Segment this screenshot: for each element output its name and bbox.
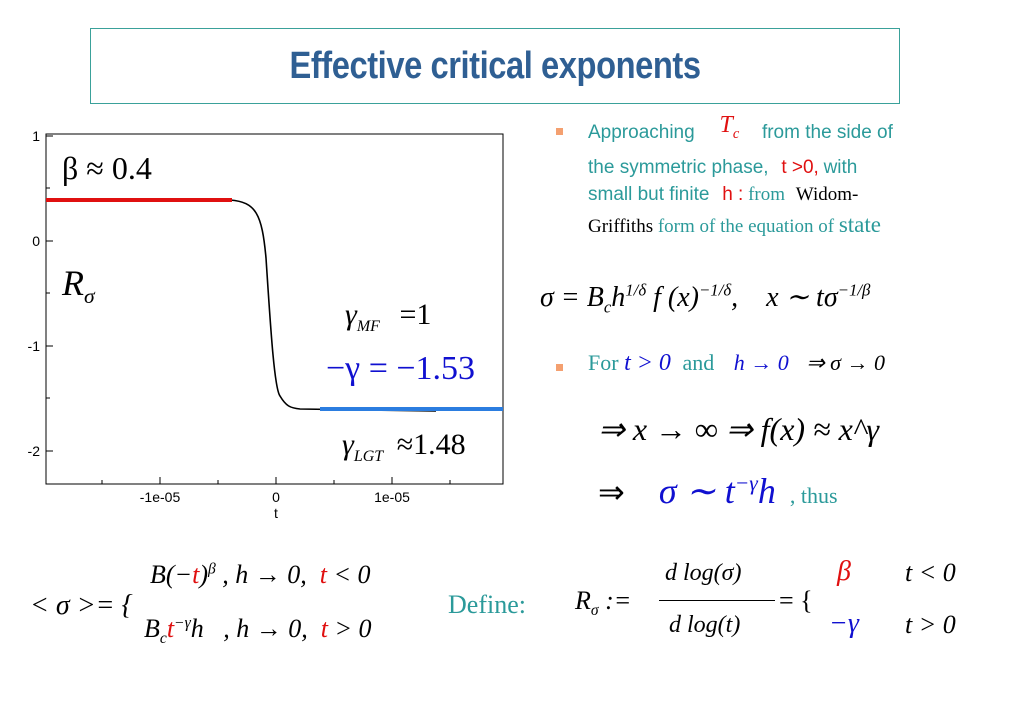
neg-gamma-label: −γ = −1.53 [326, 350, 476, 387]
plot: 1 0 -1 -2 -1e-05 0 1e-05 t [28, 128, 504, 521]
y-tick-label: -2 [28, 443, 41, 459]
r-label: R [62, 263, 84, 303]
limit-equation-1: ⇒ x → ∞ ⇒ f(x) ≈ x^γ [598, 411, 879, 447]
plot-frame [45, 133, 504, 485]
gamma-lgt-sub: LGT [353, 448, 384, 465]
define-label: Define: [448, 590, 526, 619]
y-tick-label: -1 [28, 338, 41, 354]
r-sub: σ [84, 284, 95, 309]
h-to-0: h → 0 [733, 350, 789, 375]
x-axis-label: t [274, 505, 278, 521]
x-tick-label: 1e-05 [374, 489, 410, 505]
r-sigma-definition: Rσ := d log(σ) d log(t) = { β t < 0 −γ t… [575, 556, 956, 639]
gamma-lgt-label: γLGT ≈1.48 [342, 428, 466, 466]
bullet-1-line-4: Griffiths form of the equation of state [588, 211, 881, 237]
bullet-1: Approaching Tc from the side of the symm… [588, 112, 1008, 240]
approaching-text: Approaching [588, 122, 695, 143]
r-sigma-curve [46, 199, 437, 412]
thus-text: , thus [789, 483, 838, 508]
beta-label: β ≈ 0.4 [62, 150, 152, 186]
t-condition: t >0, [781, 156, 819, 178]
y-tick-label: 1 [32, 128, 40, 144]
gamma-mf-lhs: γ [345, 298, 357, 331]
tc-symbol: Tc [719, 112, 740, 142]
bullet-2: For t > 0 and h → 0 ⇒ σ → 0 [588, 350, 885, 376]
sigma-to-0: ⇒ σ → 0 [806, 350, 885, 375]
gamma-mf-rhs: =1 [399, 298, 432, 331]
x-tick-label: 0 [272, 489, 280, 505]
h-condition: h : [722, 183, 744, 205]
gamma-mf-sub: MF [356, 318, 380, 335]
gamma-lgt-lhs: γ [342, 428, 354, 461]
sigma-piecewise: < σ >= { B(−t)β , h → 0, t < 0 Bct−γh , … [30, 560, 372, 648]
gamma-mf-label: γMF =1 [345, 298, 431, 336]
bullet-1-line-2: the symmetric phase, t >0, with [588, 156, 858, 178]
limit-equation-2: ⇒ σ ∼ t−γh , thus [598, 471, 838, 511]
bullet-1-line-1: Approaching Tc from the side of [588, 112, 1008, 154]
t-gt-0: t > 0 [624, 350, 671, 376]
y-tick-label: 0 [32, 233, 40, 249]
page-title: Effective critical exponents [289, 45, 701, 87]
title-box: Effective critical exponents [90, 28, 900, 104]
bullet-1-line-3: small but finite h : from Widom- [588, 183, 859, 205]
x-tick-label: -1e-05 [140, 489, 181, 505]
bullet-1-marker [556, 128, 563, 135]
bullet-2-marker [556, 364, 563, 371]
r-sigma-label: Rσ [62, 262, 95, 309]
equation-of-state: σ = Bch1/δ f (x)−1/δ, x ∼ tσ−1/β [540, 280, 871, 317]
from-side-text: from the side of [761, 122, 893, 143]
gamma-lgt-rhs: ≈1.48 [396, 428, 466, 461]
